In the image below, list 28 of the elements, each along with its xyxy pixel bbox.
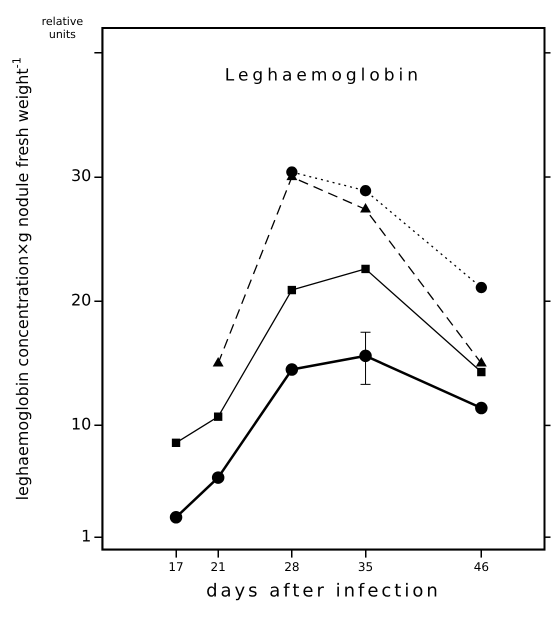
point xyxy=(360,185,372,196)
x-tick-label: 17 xyxy=(168,560,184,574)
x-tick-label: 46 xyxy=(474,560,489,574)
y-tick-label: 20 xyxy=(71,290,92,310)
point xyxy=(475,402,488,414)
x-tick-label: 28 xyxy=(284,560,300,574)
y-tick-label: 1 xyxy=(81,526,92,546)
point xyxy=(214,412,222,421)
point xyxy=(476,358,486,366)
text: Leghaemoglobin xyxy=(224,65,422,86)
y-tick-label: 30 xyxy=(71,166,92,186)
point xyxy=(212,471,224,484)
point xyxy=(476,282,487,294)
x-axis-title: days after infection xyxy=(206,580,441,602)
y-axis-title: leghaemoglobin concentration×g nodule fresh weight-1 xyxy=(10,57,32,500)
point xyxy=(361,264,370,274)
text: relative units xyxy=(42,14,84,41)
point xyxy=(359,350,372,362)
point xyxy=(172,438,180,447)
point xyxy=(477,368,486,376)
point xyxy=(286,363,298,376)
point xyxy=(360,204,371,212)
point xyxy=(170,511,182,524)
y-tick-label: 10 xyxy=(71,414,92,434)
point xyxy=(213,358,224,366)
x-tick-label: 21 xyxy=(210,560,226,574)
x-tick-label: 35 xyxy=(358,560,374,574)
point xyxy=(288,286,296,294)
